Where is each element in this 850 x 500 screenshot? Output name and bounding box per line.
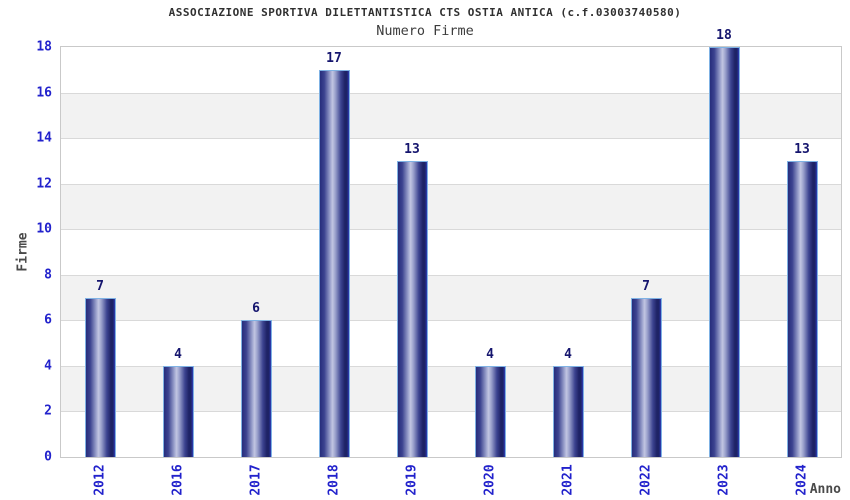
y-tick-label: 18 (36, 39, 52, 55)
gridline (61, 229, 841, 231)
bar-2022 (630, 297, 662, 457)
y-tick-label: 6 (44, 312, 52, 328)
y-tick-label: 2 (44, 403, 52, 419)
bar-2019 (396, 160, 428, 457)
bar-2018 (318, 69, 350, 457)
bar-value-label: 4 (564, 346, 572, 362)
x-tick-label: 2018 (326, 464, 342, 496)
x-tick-label: 2016 (170, 464, 186, 496)
chart-subtitle: Numero Firme (376, 23, 474, 39)
bar-2024 (786, 160, 818, 457)
x-axis-title: Anno (809, 482, 841, 497)
gridline (61, 138, 841, 140)
plot-area (60, 46, 842, 458)
gridline (61, 92, 841, 94)
bar-2012 (84, 297, 116, 457)
gridline (61, 274, 841, 276)
gridline (61, 183, 841, 185)
y-axis-title: Firme (15, 232, 31, 272)
bar-value-label: 7 (642, 278, 650, 294)
bar-value-label: 6 (252, 301, 260, 317)
bar-value-label: 13 (404, 141, 420, 157)
x-tick-label: 2023 (716, 464, 732, 496)
bar-value-label: 17 (326, 50, 342, 66)
bar-value-label: 4 (486, 346, 494, 362)
y-tick-label: 0 (44, 449, 52, 465)
y-tick-label: 16 (36, 85, 52, 101)
bar-2016 (162, 365, 194, 457)
x-tick-label: 2021 (560, 464, 576, 496)
bar-value-label: 4 (174, 346, 182, 362)
y-tick-label: 14 (36, 130, 52, 146)
x-tick-label: 2024 (794, 464, 810, 496)
bar-2017 (240, 320, 272, 457)
y-tick-label: 12 (36, 176, 52, 192)
x-tick-label: 2019 (404, 464, 420, 496)
bar-value-label: 7 (96, 278, 104, 294)
bar-2021 (552, 365, 584, 457)
y-tick-label: 8 (44, 267, 52, 283)
y-tick-label: 10 (36, 221, 52, 237)
y-tick-label: 4 (44, 358, 52, 374)
bar-value-label: 18 (716, 28, 732, 43)
x-tick-label: 2022 (638, 464, 654, 496)
bar-value-label: 13 (794, 141, 810, 157)
chart-title: ASSOCIAZIONE SPORTIVA DILETTANTISTICA CT… (168, 6, 682, 19)
x-tick-label: 2017 (248, 464, 264, 496)
x-tick-label: 2020 (482, 464, 498, 496)
bar-2023 (708, 47, 740, 457)
gridline (61, 320, 841, 322)
gridline (61, 365, 841, 367)
gridline (61, 411, 841, 413)
x-tick-label: 2012 (92, 464, 108, 496)
bar-2020 (474, 365, 506, 457)
